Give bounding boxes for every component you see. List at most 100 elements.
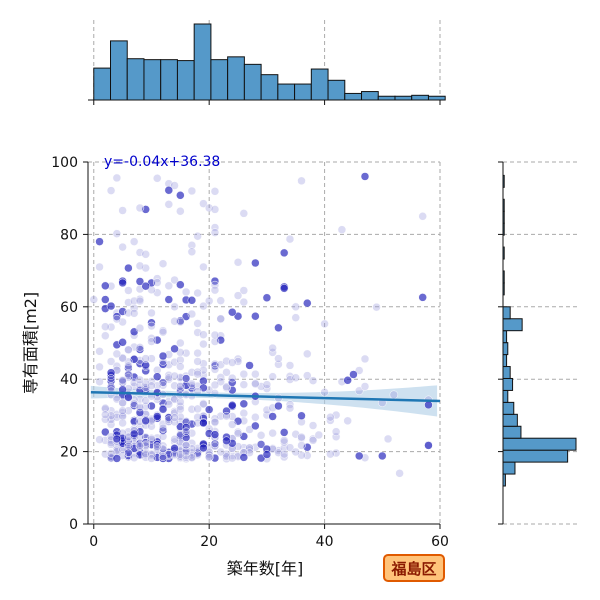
scatter-point xyxy=(158,423,168,433)
scatter-point xyxy=(152,174,162,183)
scatter-point xyxy=(199,418,208,428)
scatter-point xyxy=(147,308,156,318)
scatter-point xyxy=(101,281,110,291)
scatter-point xyxy=(152,372,162,381)
scatter-point xyxy=(279,452,289,462)
scatter-point xyxy=(297,411,306,421)
scatter-point xyxy=(245,361,254,370)
scatter-point xyxy=(285,361,295,370)
scatter-point xyxy=(251,311,260,321)
scatter-point xyxy=(158,259,168,268)
scatter-point xyxy=(256,440,266,449)
scatter-point xyxy=(147,449,156,459)
scatter-point xyxy=(187,379,197,389)
scatter-point xyxy=(331,427,341,436)
x-tick-label: 40 xyxy=(316,534,334,550)
scatter-point xyxy=(239,297,249,307)
scatter-point xyxy=(204,450,214,460)
scatter-point xyxy=(210,417,220,427)
scatter-point xyxy=(135,203,145,213)
scatter-point xyxy=(210,330,220,340)
top-hist-bar xyxy=(377,95,396,101)
scatter-point xyxy=(199,330,208,339)
scatter-point xyxy=(424,400,433,410)
top-hist-bar xyxy=(110,40,128,101)
scatter-point xyxy=(147,354,156,363)
scatter-point xyxy=(124,361,133,371)
scatter-point xyxy=(297,432,306,442)
scatter-point xyxy=(176,355,185,365)
x-tick-label: 20 xyxy=(200,534,218,550)
top-hist-bar xyxy=(310,68,329,101)
scatter-point xyxy=(141,396,150,405)
scatter-point xyxy=(158,360,168,369)
scatter-point xyxy=(308,436,318,445)
scatter-point xyxy=(251,258,260,268)
scatter-point xyxy=(274,323,283,333)
scatter-point xyxy=(360,382,370,391)
scatter-point xyxy=(95,237,104,246)
scatter-point xyxy=(239,209,249,218)
scatter-point xyxy=(279,248,289,258)
scatter-point xyxy=(199,301,208,311)
scatter-point xyxy=(228,307,237,317)
top-hist-bar xyxy=(361,91,379,101)
regression-equation: y=-0.04x+36.38 xyxy=(104,154,220,170)
scatter-point xyxy=(129,453,139,463)
scatter-point xyxy=(354,386,364,396)
scatter-point xyxy=(101,403,110,413)
scatter-point xyxy=(303,371,312,380)
scatter-point xyxy=(129,237,139,246)
scatter-point xyxy=(170,444,179,453)
scatter-point xyxy=(118,338,127,347)
scatter-point xyxy=(164,373,174,383)
scatter-point xyxy=(118,412,127,421)
scatter-point xyxy=(106,374,116,383)
scatter-point xyxy=(210,205,220,214)
ward-badge-background xyxy=(383,554,445,582)
y-tick-label: 60 xyxy=(60,300,78,316)
scatter-point xyxy=(158,378,168,387)
scatter-point xyxy=(187,296,197,305)
top-hist-bar xyxy=(394,95,413,101)
scatter-point xyxy=(245,448,254,457)
scatter-point xyxy=(308,376,318,385)
scatter-point xyxy=(164,295,174,304)
scatter-point xyxy=(274,360,283,369)
scatter-point xyxy=(147,435,156,444)
scatter-point xyxy=(124,263,133,273)
scatter-point xyxy=(326,449,335,459)
scatter-point xyxy=(170,417,179,427)
scatter-point xyxy=(239,408,249,418)
scatter-point xyxy=(326,416,335,425)
scatter-point xyxy=(135,343,145,352)
scatter-point xyxy=(285,403,295,413)
top-hist-bar xyxy=(327,79,346,101)
scatter-point xyxy=(118,278,127,288)
scatter-point xyxy=(176,206,185,216)
scatter-point xyxy=(124,345,133,355)
scatter-point xyxy=(331,432,341,442)
scatter-point xyxy=(383,434,393,444)
scatter-point xyxy=(112,314,122,324)
top-hist-bar xyxy=(143,59,162,101)
scatter-point xyxy=(216,447,225,457)
scatter-point xyxy=(210,228,220,237)
right-hist-bar xyxy=(502,306,511,320)
scatter-point xyxy=(233,311,243,321)
scatter-point xyxy=(118,353,127,363)
main-gridlines xyxy=(88,161,441,525)
scatter-point xyxy=(193,369,202,379)
scatter-point xyxy=(204,452,214,462)
scatter-points xyxy=(89,172,433,478)
scatter-point xyxy=(181,445,191,455)
scatter-point xyxy=(389,390,399,400)
regression-line-group xyxy=(90,390,441,403)
top-histogram xyxy=(88,20,446,105)
ward-badge-label: 福島区 xyxy=(390,560,436,578)
scatter-point xyxy=(216,296,225,305)
top-hist-bar xyxy=(344,92,363,101)
scatter-point xyxy=(112,434,122,444)
scatter-point xyxy=(360,172,370,181)
scatter-point xyxy=(135,296,145,306)
